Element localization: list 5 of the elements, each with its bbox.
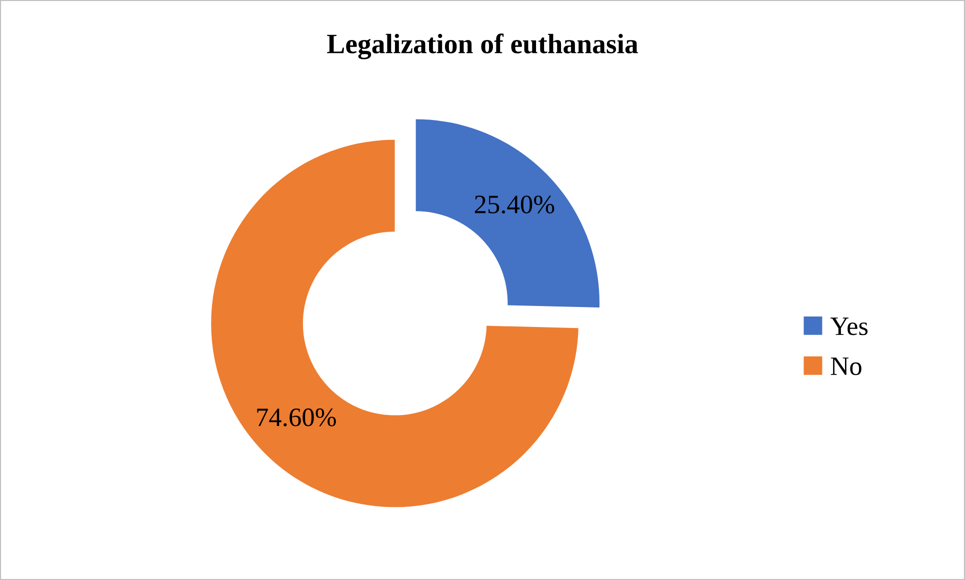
data-label: 74.60%	[257, 408, 336, 426]
legend-label: Yes	[830, 318, 868, 336]
legend-label: No	[830, 358, 862, 376]
data-label: 25.40%	[474, 196, 554, 214]
chart-title: Legalization of euthanasia	[327, 34, 638, 60]
